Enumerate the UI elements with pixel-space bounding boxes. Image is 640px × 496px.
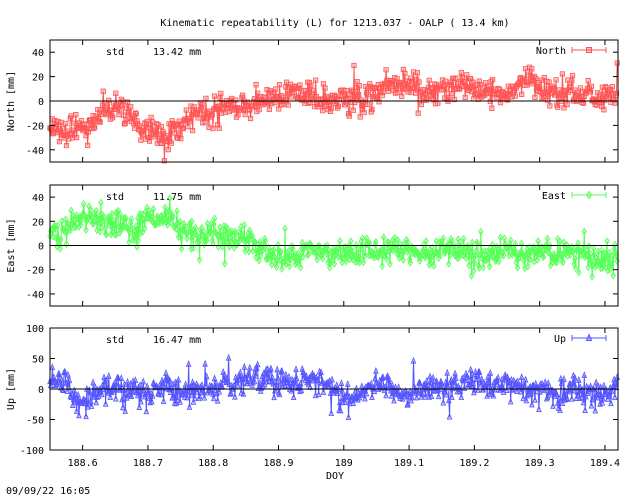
legend-marker (586, 47, 592, 53)
x-tick-label: 189 (335, 458, 353, 469)
y-tick-label: 50 (32, 355, 44, 366)
std-value: 11.75 mm (153, 192, 201, 203)
y-tick-label: 20 (32, 73, 44, 84)
y-tick-label: -50 (26, 416, 44, 427)
x-tick-label: 189.4 (590, 458, 620, 469)
y-tick-label: -20 (26, 266, 44, 277)
x-axis-label: DOY (326, 471, 344, 482)
x-tick-label: 188.7 (133, 458, 163, 469)
y-tick-label: -40 (26, 290, 44, 301)
x-tick-label: 188.9 (263, 458, 293, 469)
y-axis-label: Up [mm] (6, 368, 17, 410)
legend-label: Up (554, 334, 566, 345)
y-tick-label: 20 (32, 217, 44, 228)
panel-north: -40 -20 0 20 40 North [mm] std 13.42 mm North (6, 39, 620, 164)
series-markers-up (47, 353, 621, 421)
panel-east: -40 -20 0 20 40 East [mm] std 11.75 mm East (6, 184, 620, 307)
legend-label: East (542, 191, 566, 202)
y-tick-label: 40 (32, 193, 44, 204)
y-tick-label: -40 (26, 146, 44, 157)
x-tick-label: 188.6 (68, 458, 98, 469)
x-tick-label: 189.2 (459, 458, 489, 469)
std-label: std (106, 192, 124, 203)
y-axis-label: North [mm] (6, 71, 17, 131)
legend-marker (585, 333, 593, 341)
y-tick-label: 0 (38, 242, 44, 253)
x-tick-label: 189.3 (525, 458, 555, 469)
y-axis-label: East [mm] (6, 218, 17, 272)
panel-up: -100 -50 0 50 100 188.6 188.7 188.8 188.9 189 189.… (6, 324, 621, 469)
legend-marker (585, 190, 593, 200)
std-label: std (106, 47, 124, 58)
x-tick-label: 188.8 (198, 458, 228, 469)
y-tick-label: -100 (20, 446, 44, 457)
timestamp: 09/09/22 16:05 (6, 486, 90, 496)
y-tick-label: 100 (26, 324, 44, 335)
std-value: 13.42 mm (153, 47, 201, 58)
y-tick-label: 40 (32, 48, 44, 59)
y-tick-label: 0 (38, 385, 44, 396)
std-label: std (106, 335, 124, 346)
figure-title: Kinematic repeatability (L) for 1213.037… (160, 18, 509, 29)
y-tick-label: -20 (26, 121, 44, 132)
std-value: 16.47 mm (153, 335, 201, 346)
y-tick-label: 0 (38, 97, 44, 108)
series-markers-east (47, 194, 620, 281)
series-markers-north (47, 60, 620, 164)
legend-label: North (536, 46, 566, 57)
x-tick-label: 189.1 (394, 458, 424, 469)
